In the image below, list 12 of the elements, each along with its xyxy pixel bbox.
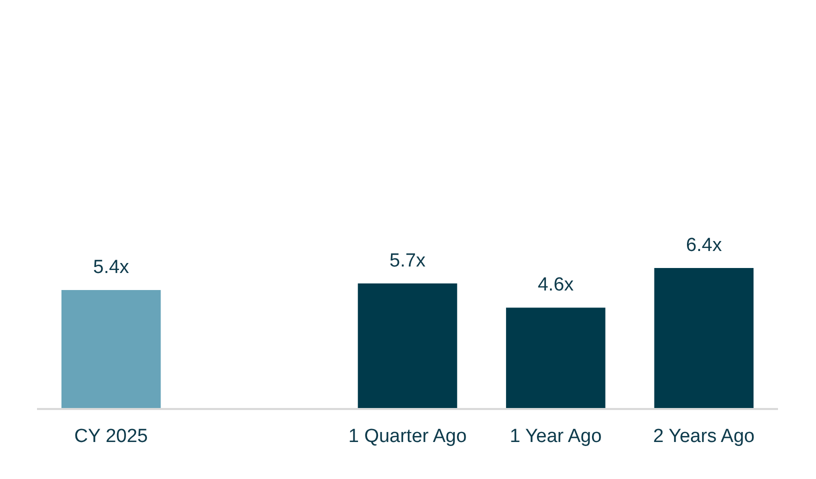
bar: [61, 290, 161, 409]
x-tick-label: 2 Years Ago: [653, 426, 755, 447]
bar: [654, 268, 754, 409]
x-tick-label: CY 2025: [74, 426, 148, 447]
bar: [506, 308, 606, 409]
data-label: 5.7x: [390, 250, 426, 272]
bar: [358, 283, 458, 409]
x-tick-label: 1 Quarter Ago: [348, 426, 467, 447]
data-label: 5.4x: [93, 257, 130, 278]
data-label: 4.6x: [538, 274, 574, 296]
x-tick-label: 1 Year Ago: [510, 426, 602, 447]
data-label: 6.4x: [686, 235, 722, 256]
